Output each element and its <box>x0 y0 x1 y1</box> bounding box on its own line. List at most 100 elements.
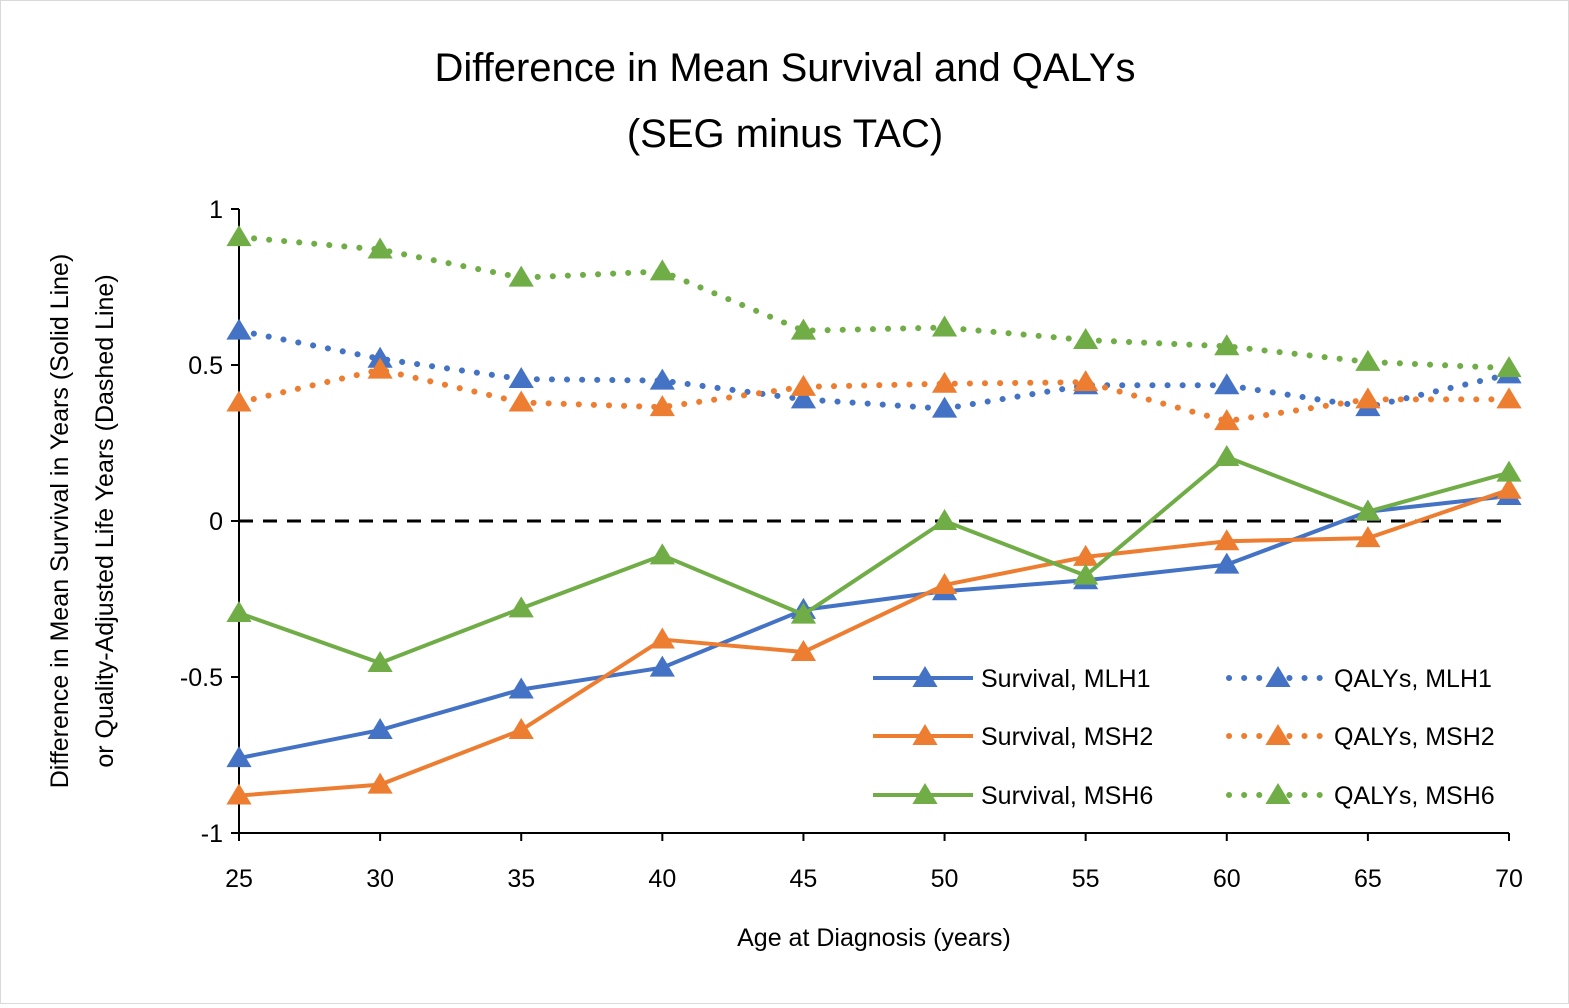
data-point-marker <box>649 368 675 390</box>
data-point-marker <box>508 718 534 740</box>
data-point-marker <box>790 602 817 624</box>
data-point-marker <box>367 357 393 379</box>
data-point-marker <box>1214 529 1240 551</box>
data-point-marker <box>1214 445 1240 467</box>
data-point-marker <box>931 315 958 337</box>
series-qalys-mlh1 <box>226 318 1522 418</box>
series-survival-msh2 <box>226 477 1522 805</box>
x-tick-label: 30 <box>366 865 394 893</box>
data-point-marker <box>1355 349 1381 371</box>
data-point-marker <box>1355 526 1381 548</box>
legend-marker-icon <box>1265 724 1291 745</box>
legend-item: Survival, MLH1 <box>873 665 1151 693</box>
legend: Survival, MLH1 Survival, MSH2 Survival, MS… <box>873 665 1495 810</box>
data-point-marker <box>790 318 817 340</box>
x-tick-label: 35 <box>507 865 535 893</box>
data-point-marker <box>1214 409 1240 431</box>
series-line <box>238 487 1510 798</box>
legend-label: Survival, MSH2 <box>981 723 1153 751</box>
legend-marker-icon <box>912 783 938 804</box>
x-tick-label: 65 <box>1354 865 1382 893</box>
series-line <box>236 327 1512 412</box>
data-point-marker <box>790 374 817 396</box>
data-point-marker <box>1214 334 1240 356</box>
data-point-marker <box>1073 563 1099 585</box>
legend-item: QALYs, MSH2 <box>1226 723 1495 751</box>
data-point-marker <box>931 572 958 594</box>
data-point-marker <box>1496 477 1522 499</box>
series-line <box>238 455 1510 665</box>
data-point-marker <box>508 367 534 389</box>
x-tick-label: 40 <box>648 865 676 893</box>
data-point-marker <box>1355 387 1381 409</box>
y-tick-label: 0.5 <box>188 352 223 380</box>
data-point-marker <box>508 265 534 287</box>
data-point-marker <box>226 601 252 623</box>
series-qalys-msh6 <box>226 225 1522 378</box>
data-point-marker <box>367 718 393 740</box>
x-tick-label: 60 <box>1213 865 1241 893</box>
axes: 1 0.5 0 -0.5 -125 30 35 40 45 50 55 60 65 70 <box>180 196 1523 893</box>
x-tick-label: 55 <box>1072 865 1100 893</box>
data-point-marker <box>367 772 393 794</box>
data-point-marker <box>226 318 252 340</box>
data-point-marker <box>649 259 675 281</box>
data-point-marker <box>1496 387 1522 409</box>
x-tick-label: 50 <box>931 865 959 893</box>
series-qalys-msh2 <box>226 357 1522 431</box>
data-point-marker <box>226 783 252 805</box>
legend-marker-icon <box>1265 783 1291 804</box>
data-point-marker <box>790 640 817 662</box>
data-point-marker <box>508 390 534 412</box>
series-survival-msh6 <box>226 445 1522 672</box>
data-point-marker <box>1496 460 1522 482</box>
data-point-marker <box>367 650 393 672</box>
data-point-marker <box>649 655 675 677</box>
chart-title: Difference in Mean Survival and QALYs <box>434 46 1135 90</box>
data-point-marker <box>1496 356 1522 378</box>
data-point-marker <box>226 225 252 247</box>
legend-label: Survival, MLH1 <box>981 665 1151 693</box>
legend-label: QALYs, MSH6 <box>1334 782 1495 810</box>
series-line <box>236 234 1512 372</box>
data-point-marker <box>1073 544 1099 566</box>
x-tick-label: 70 <box>1495 865 1523 893</box>
data-point-marker <box>508 677 534 699</box>
legend-marker-icon <box>912 666 938 687</box>
data-point-marker <box>931 396 958 418</box>
data-point-marker <box>649 627 675 649</box>
y-tick-label: 1 <box>209 196 223 224</box>
data-point-marker <box>1073 370 1099 392</box>
data-point-marker <box>508 596 534 618</box>
x-axis-label: Age at Diagnosis (years) <box>737 924 1011 952</box>
data-point-marker <box>1214 373 1240 395</box>
legend-label: Survival, MSH6 <box>981 782 1153 810</box>
legend-item: QALYs, MLH1 <box>1226 665 1492 693</box>
y-axis-label-line2: or Quality-Adjusted Life Years (Dashed L… <box>91 274 119 767</box>
legend-item: QALYs, MSH6 <box>1226 782 1495 810</box>
series-group <box>226 225 1522 805</box>
series-line <box>238 494 1510 761</box>
data-point-marker <box>1214 552 1240 574</box>
series-line <box>236 366 1512 425</box>
y-tick-label: -1 <box>201 820 223 848</box>
data-point-marker <box>226 390 252 412</box>
data-point-marker <box>1355 499 1381 521</box>
x-tick-label: 25 <box>225 865 253 893</box>
data-point-marker <box>649 543 675 565</box>
data-point-marker <box>649 395 675 417</box>
legend-item: Survival, MSH2 <box>873 723 1153 751</box>
legend-item: Survival, MSH6 <box>873 782 1153 810</box>
y-tick-label: -0.5 <box>180 664 223 692</box>
data-point-marker <box>931 509 958 530</box>
data-point-marker <box>931 371 958 393</box>
data-point-marker <box>1073 328 1099 350</box>
data-point-marker <box>367 346 393 368</box>
legend-label: QALYs, MSH2 <box>1334 723 1495 751</box>
data-point-marker <box>790 387 817 409</box>
series-survival-mlh1 <box>226 484 1522 768</box>
legend-marker-icon <box>912 724 938 745</box>
legend-marker-icon <box>1265 666 1291 687</box>
